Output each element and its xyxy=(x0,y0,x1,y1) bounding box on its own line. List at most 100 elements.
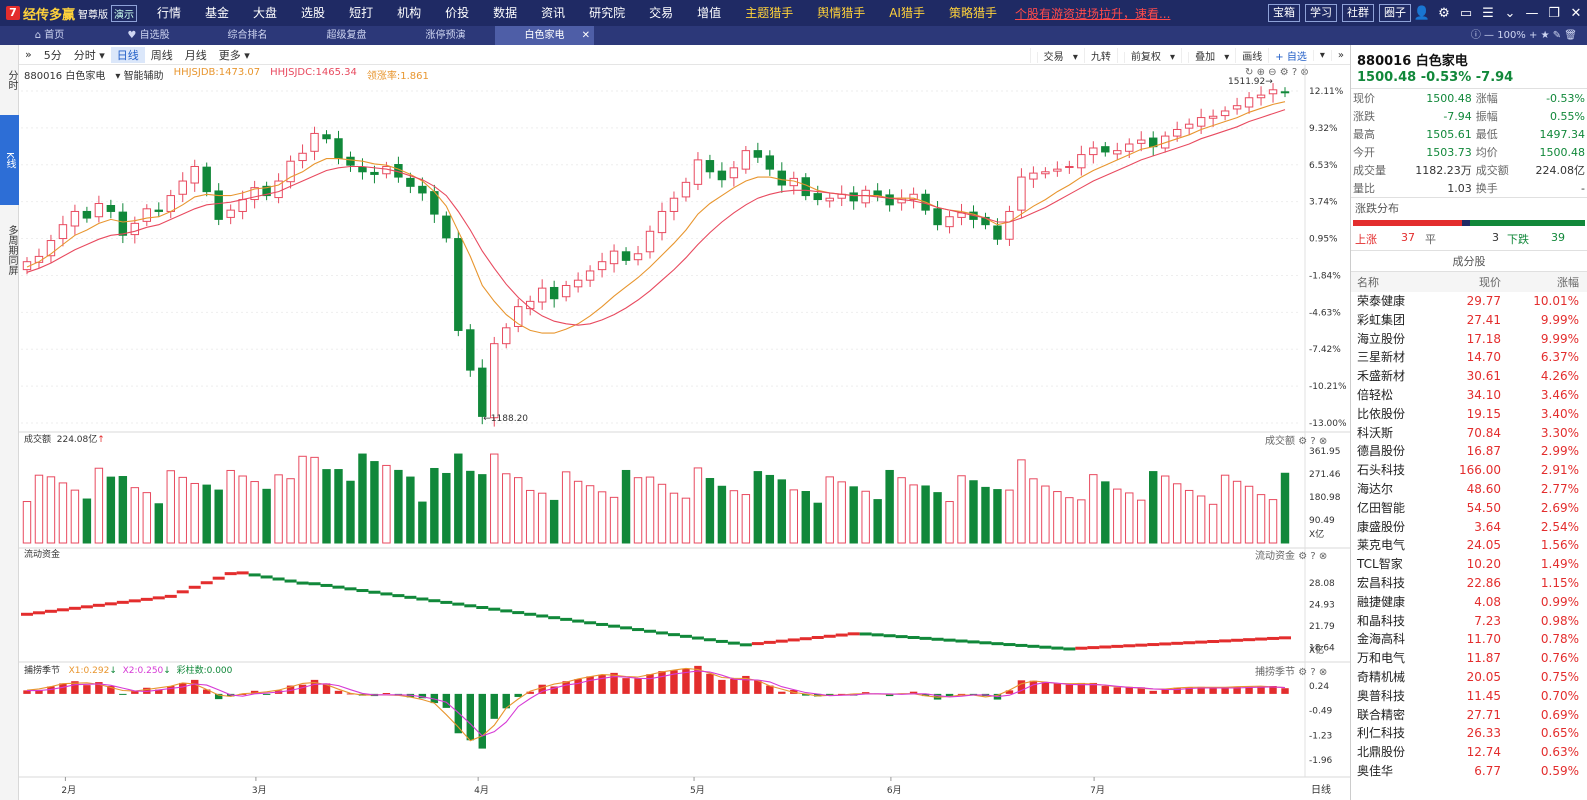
help-icon[interactable]: ? xyxy=(1310,436,1316,447)
menu-item[interactable]: 价投 xyxy=(445,6,470,20)
menu-item[interactable]: 数据 xyxy=(493,6,518,20)
menu-item[interactable]: 资讯 xyxy=(541,6,566,20)
menu-item[interactable]: 交易 xyxy=(649,6,674,20)
treasure-button[interactable]: 宝箱 xyxy=(1268,4,1300,22)
draw-line-button[interactable]: 画线 xyxy=(1235,47,1268,63)
add-watchlist-button[interactable]: + 自选 xyxy=(1268,47,1313,63)
learn-button[interactable]: 学习 xyxy=(1305,4,1337,22)
chevron-down-icon[interactable]: ▾ xyxy=(1312,49,1331,61)
menu-item[interactable]: 研究院 xyxy=(589,6,626,20)
layout-icon[interactable]: ▭ xyxy=(1459,5,1473,21)
tab-review[interactable]: 超级复盘 xyxy=(326,30,367,41)
close-icon[interactable]: ⊗ xyxy=(1318,667,1328,678)
settings-icon[interactable]: ⚙ xyxy=(1298,436,1308,447)
col-name[interactable]: 名称 xyxy=(1357,276,1379,289)
period-5min[interactable]: 5分 xyxy=(43,48,62,62)
user-icon[interactable]: 👤 xyxy=(1413,5,1431,21)
menu-item[interactable]: AI猎手 xyxy=(889,6,925,20)
close-icon[interactable]: ⊗ xyxy=(1318,551,1328,562)
component-row[interactable]: 联合精密 27.71 0.69% xyxy=(1351,706,1587,725)
tab-home[interactable]: ⌂ 首页 xyxy=(0,26,99,45)
adjust-button[interactable]: 前复权 ▾ xyxy=(1116,47,1181,63)
component-row[interactable]: 海达尔 48.60 2.77% xyxy=(1351,480,1587,499)
component-row[interactable]: 禾盛新材 30.61 4.26% xyxy=(1351,367,1587,386)
menu-item[interactable]: 大盘 xyxy=(253,6,278,20)
zoom-out-icon[interactable]: — xyxy=(1484,30,1498,41)
promo-link[interactable]: 个股有游资进场拉升，速看... xyxy=(1014,6,1171,21)
component-row[interactable]: 三星新材 14.70 6.37% xyxy=(1351,348,1587,367)
component-row[interactable]: 奇精机械 20.05 0.75% xyxy=(1351,668,1587,687)
nav-multi-period[interactable]: 多周期同屏 xyxy=(6,225,17,275)
add-icon[interactable]: ⊕ xyxy=(1256,67,1265,78)
component-row[interactable]: 金海高科 11.70 0.78% xyxy=(1351,630,1587,649)
help-icon[interactable]: ? xyxy=(1310,551,1316,562)
component-row[interactable]: 北鼎股份 12.74 0.63% xyxy=(1351,743,1587,762)
menu-item[interactable]: 增值 xyxy=(697,6,722,20)
tab-ranking[interactable]: 综合排名 xyxy=(227,30,268,41)
expand-icon[interactable]: » xyxy=(25,48,32,61)
gear-icon[interactable]: ⚙ xyxy=(1438,5,1450,21)
nav-intraday[interactable]: 分时 xyxy=(6,70,17,90)
component-row[interactable]: 利仁科技 26.33 0.65% xyxy=(1351,724,1587,743)
delete-icon[interactable]: 🗑 xyxy=(1564,30,1577,41)
menu-item[interactable]: 短打 xyxy=(349,6,374,20)
component-row[interactable]: 倍轻松 34.10 3.46% xyxy=(1351,386,1587,405)
menu-item[interactable]: 舆情猎手 xyxy=(817,6,866,20)
settings-icon[interactable]: ⚙ xyxy=(1298,667,1308,678)
nav-kline[interactable]: K线 xyxy=(0,115,19,205)
nine-turn-button[interactable]: 九转 xyxy=(1083,47,1117,63)
tab-watchlist[interactable]: ♥ 自选股 xyxy=(99,26,198,45)
component-row[interactable]: 科沃斯 70.84 3.30% xyxy=(1351,424,1587,443)
restore-icon[interactable]: ❐ xyxy=(1548,5,1560,21)
component-row[interactable]: 亿田智能 54.50 2.69% xyxy=(1351,499,1587,518)
minimize-icon[interactable]: — xyxy=(1525,5,1539,21)
col-price[interactable]: 现价 xyxy=(1479,276,1501,289)
smart-assist-toggle[interactable]: ▾ 智能辅助 xyxy=(115,71,164,82)
circle-button[interactable]: 圈子 xyxy=(1379,4,1411,22)
period-monthly[interactable]: 月线 xyxy=(184,48,207,62)
app-logo[interactable]: 7 经传多赢 智尊版 演示 xyxy=(0,4,145,23)
window-list-icon[interactable]: ☰ xyxy=(1482,5,1494,21)
menu-item[interactable]: 主题猎手 xyxy=(745,6,794,20)
component-row[interactable]: 石头科技 166.00 2.91% xyxy=(1351,461,1587,480)
period-weekly[interactable]: 周线 xyxy=(150,48,173,62)
menu-item[interactable]: 行情 xyxy=(157,6,182,20)
chevron-down-icon[interactable]: ⌄ xyxy=(1504,5,1516,21)
trade-button[interactable]: 交易 ▾ xyxy=(1029,47,1084,63)
remove-icon[interactable]: ⊖ xyxy=(1268,67,1277,78)
close-icon[interactable]: ✕ xyxy=(1570,5,1582,21)
candlestick-chart[interactable]: 12.11% 9.32% 6.53% 3.74% 0.95% -1.84% -4.63% -7… xyxy=(19,65,1350,800)
period-daily[interactable]: 日线 xyxy=(110,46,145,63)
component-row[interactable]: 融捷健康 4.08 0.99% xyxy=(1351,593,1587,612)
refresh-icon[interactable]: ↻ xyxy=(1245,67,1254,78)
pen-icon[interactable]: ✎ xyxy=(1552,30,1562,41)
col-change[interactable]: 涨幅 xyxy=(1557,276,1579,289)
menu-item[interactable]: 策略猎手 xyxy=(948,6,997,20)
component-row[interactable]: 奥普科技 11.45 0.70% xyxy=(1351,687,1587,706)
help-icon[interactable]: ? xyxy=(1291,67,1298,78)
zoom-in-icon[interactable]: + xyxy=(1529,30,1541,41)
component-row[interactable]: 和晶科技 7.23 0.98% xyxy=(1351,612,1587,631)
component-row[interactable]: 莱克电气 24.05 1.56% xyxy=(1351,536,1587,555)
period-intraday[interactable]: 分时 ▾ xyxy=(73,48,105,62)
overlay-button[interactable]: 叠加 ▾ xyxy=(1181,47,1235,63)
settings-icon[interactable]: ⚙ xyxy=(1279,67,1289,78)
component-row[interactable]: 比依股份 19.15 3.40% xyxy=(1351,405,1587,424)
community-button[interactable]: 社群 xyxy=(1342,4,1374,22)
close-icon[interactable]: ⊗ xyxy=(1318,436,1328,447)
component-row[interactable]: 彩虹集团 27.41 9.99% xyxy=(1351,311,1587,330)
component-row[interactable]: 荣泰健康 29.77 10.01% xyxy=(1351,292,1587,311)
component-row[interactable]: 德昌股份 16.87 2.99% xyxy=(1351,442,1587,461)
component-row[interactable]: 海立股份 17.18 9.99% xyxy=(1351,330,1587,349)
menu-item[interactable]: 基金 xyxy=(205,6,230,20)
component-row[interactable]: 康盛股份 3.64 2.54% xyxy=(1351,518,1587,537)
component-row[interactable]: TCL智家 10.20 1.49% xyxy=(1351,555,1587,574)
tab-limitup[interactable]: 涨停预演 xyxy=(425,30,466,41)
info-icon[interactable]: ⓘ xyxy=(1470,30,1481,41)
period-more[interactable]: 更多 ▾ xyxy=(218,48,250,62)
component-row[interactable]: 宏昌科技 22.86 1.15% xyxy=(1351,574,1587,593)
menu-item[interactable]: 机构 xyxy=(397,6,422,20)
tab-white-goods[interactable]: 白色家电 ✕ xyxy=(495,26,594,45)
component-row[interactable]: 万和电气 11.87 0.76% xyxy=(1351,649,1587,668)
star-icon[interactable]: ★ xyxy=(1540,30,1550,41)
